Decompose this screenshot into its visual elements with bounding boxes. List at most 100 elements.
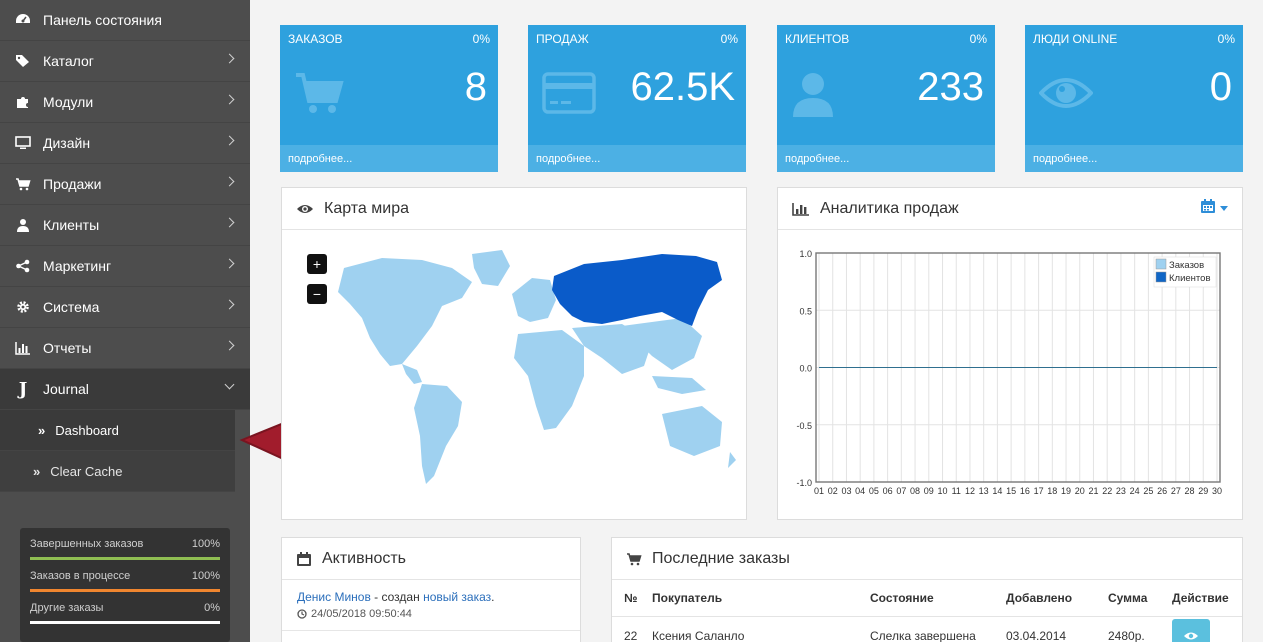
- column-header[interactable]: Сумма: [1102, 580, 1166, 617]
- column-header[interactable]: Состояние: [864, 580, 1000, 617]
- chevron-down-icon: [224, 379, 235, 390]
- tile-more-link[interactable]: подробнее...: [1025, 145, 1243, 172]
- tile-footer-label[interactable]: подробнее...: [288, 152, 353, 165]
- x-tick-label: 02: [828, 486, 838, 496]
- sidebar-subitem-clear-cache[interactable]: » Clear Cache: [0, 451, 235, 492]
- sales-analytics-chart: 1.0 0.5 0.0 -0.5 -1.001 02 03 04 05 06 07 08 09 10 11 1…: [796, 249, 1222, 496]
- view-order-button[interactable]: [1172, 619, 1210, 642]
- x-tick-label: 23: [1116, 486, 1126, 496]
- column-header[interactable]: Добавлено: [1000, 580, 1102, 617]
- tile-more-link[interactable]: подробнее...: [528, 145, 746, 172]
- x-tick-label: 16: [1020, 486, 1030, 496]
- chevron-right-icon: [224, 258, 235, 269]
- sidebar-item-label: Journal: [43, 381, 89, 397]
- world-map-panel: Карта мира + −: [281, 187, 747, 520]
- progress-bar: [30, 621, 220, 624]
- tile-more-link[interactable]: подробнее...: [777, 145, 995, 172]
- tile-title: КЛИЕНТОВ: [785, 32, 850, 46]
- sidebar-item-label: Маркетинг: [43, 258, 112, 274]
- sidebar-item-system[interactable]: Система: [0, 287, 250, 328]
- tile-more-link[interactable]: подробнее...: [280, 145, 498, 172]
- table-header-row: № Покупатель Состояние Добавлено Сумма Д…: [612, 580, 1242, 617]
- sidebar-subitem-dashboard[interactable]: » Dashboard: [0, 410, 235, 451]
- calendar-icon: [296, 551, 312, 567]
- monitor-icon: [14, 136, 32, 150]
- activity-text: - создан: [370, 590, 424, 604]
- tile-footer-label[interactable]: подробнее...: [536, 152, 601, 165]
- chevron-right-icon: [224, 299, 235, 310]
- x-tick-label: 30: [1212, 486, 1222, 496]
- user-icon: [791, 71, 835, 124]
- x-tick-label: 04: [855, 486, 865, 496]
- tile-percent: 0%: [472, 32, 490, 46]
- chevron-right-icon: [224, 176, 235, 187]
- sidebar-item-marketing[interactable]: Маркетинг: [0, 246, 250, 287]
- latest-orders-panel: Последние заказы № Покупатель Состояние …: [611, 537, 1243, 642]
- tile-percent: 0%: [720, 32, 738, 46]
- journal-j-icon: J: [18, 378, 28, 400]
- sidebar-item-customers[interactable]: Клиенты: [0, 205, 250, 246]
- x-tick-label: 10: [938, 486, 948, 496]
- x-tick-label: 20: [1075, 486, 1085, 496]
- stat-label: Заказов в процессе: [30, 570, 131, 582]
- stat-label: Завершенных заказов: [30, 538, 144, 550]
- share-icon: [14, 259, 32, 273]
- activity-text-end: .: [491, 590, 495, 604]
- calendar-icon: [1200, 198, 1216, 219]
- sidebar-item-label: Отчеты: [43, 340, 92, 356]
- order-action-cell: [1166, 616, 1242, 642]
- x-tick-label: 21: [1088, 486, 1098, 496]
- x-tick-label: 22: [1102, 486, 1112, 496]
- legend-swatch: [1155, 258, 1167, 270]
- puzzle-icon: [14, 95, 32, 109]
- activity-customer-link[interactable]: Денис Минов: [297, 590, 371, 604]
- sidebar-item-reports[interactable]: Отчеты: [0, 328, 250, 369]
- column-header[interactable]: Покупатель: [646, 580, 864, 617]
- range-dropdown-button[interactable]: [1200, 198, 1228, 219]
- plot-frame: [815, 252, 1221, 483]
- caret-down-icon: [1220, 206, 1228, 211]
- sidebar-item-dashboard[interactable]: Панель состояния: [0, 0, 250, 41]
- sidebar-item-design[interactable]: Дизайн: [0, 123, 250, 164]
- sidebar-item-label: Дизайн: [43, 135, 91, 151]
- sidebar-item-label: Система: [43, 299, 100, 315]
- gear-icon: [14, 300, 32, 314]
- y-tick-label: 1.0: [799, 249, 812, 259]
- x-tick-label: 15: [1006, 486, 1016, 496]
- column-header[interactable]: №: [612, 580, 646, 617]
- sidebar-item-label: Модули: [43, 94, 94, 110]
- x-tick-label: 27: [1171, 486, 1181, 496]
- activity-time: 24/05/2018 09:50:44: [311, 608, 412, 620]
- x-tick-label: 26: [1157, 486, 1167, 496]
- y-tick-label: -0.5: [796, 421, 812, 431]
- sidebar-item-modules[interactable]: Модули: [0, 82, 250, 123]
- sidebar-item-catalog[interactable]: Каталог: [0, 41, 250, 82]
- tile-value: 0: [1209, 65, 1232, 109]
- tile-footer-label[interactable]: подробнее...: [785, 152, 850, 165]
- world-map[interactable]: [322, 246, 742, 491]
- map-zoom-in-button[interactable]: +: [307, 254, 327, 274]
- tile-title: ПРОДАЖ: [536, 32, 589, 46]
- y-tick-label: 0.5: [799, 306, 812, 316]
- panel-title: Карта мира: [324, 199, 409, 217]
- map-zoom-out-button[interactable]: −: [307, 284, 327, 304]
- table-row: 22 Ксения Саланло Слелка завершена 03.04…: [612, 616, 1242, 642]
- x-tick-label: 11: [952, 486, 961, 496]
- order-total: 2480р.: [1102, 616, 1166, 642]
- panel-title: Последние заказы: [652, 549, 790, 567]
- tile-footer-label[interactable]: подробнее...: [1033, 152, 1098, 165]
- x-tick-label: 12: [965, 486, 975, 496]
- sidebar-item-sales[interactable]: Продажи: [0, 164, 250, 205]
- sidebar-item-label: Каталог: [43, 53, 94, 69]
- x-tick-label: 17: [1034, 486, 1044, 496]
- activity-order-link[interactable]: новый заказ: [423, 590, 492, 604]
- eye-icon: [1183, 631, 1199, 641]
- y-tick-label: 0.0: [799, 364, 812, 374]
- tile-title: ЛЮДИ ONLINE: [1033, 32, 1118, 46]
- stat-other-orders: Другие заказы 0%: [30, 602, 220, 624]
- tile-value: 62.5K: [630, 65, 735, 109]
- sidebar-item-journal[interactable]: J Journal: [0, 369, 250, 410]
- sidebar-item-label: Панель состояния: [43, 12, 162, 28]
- x-tick-label: 18: [1047, 486, 1057, 496]
- map-region-russia[interactable]: [552, 254, 722, 326]
